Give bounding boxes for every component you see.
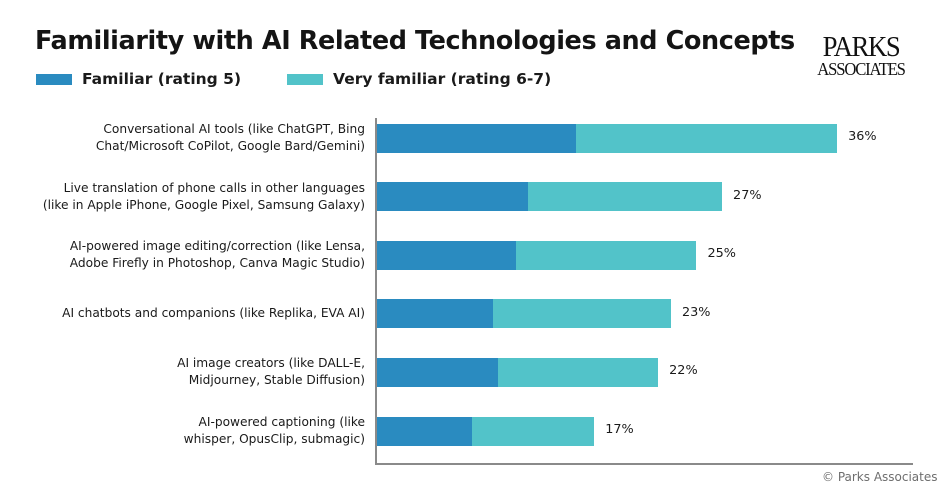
total-value-label: 36% <box>848 129 877 144</box>
bar-very-familiar-rating-6-7 <box>498 357 659 387</box>
category-label-line: Conversational AI tools (like ChatGPT, B… <box>103 122 365 136</box>
x-axis-line <box>375 463 913 465</box>
bar-familiar-rating-5 <box>377 299 494 329</box>
bar-familiar-rating-5 <box>377 357 499 387</box>
category-label-line: AI chatbots and companions (like Replika… <box>62 306 365 321</box>
legend-label-familiar: Familiar (rating 5) <box>82 70 242 88</box>
parks-associates-logo: PARKS ASSOCIATES <box>806 33 916 79</box>
category-label-line: Live translation of phone calls in other… <box>63 180 365 195</box>
bar-very-familiar-rating-6-7 <box>493 299 671 329</box>
logo-line-2: ASSOCIATES <box>817 59 906 79</box>
category-label-line: AI image creators (like DALL-E, <box>177 356 365 371</box>
legend: Familiar (rating 5) Very familiar (ratin… <box>36 70 597 88</box>
category-label-line: (like in Apple iPhone, Google Pixel, Sam… <box>42 197 365 212</box>
legend-item-very-familiar: Very familiar (rating 6-7) <box>287 70 551 88</box>
category-label-line: Adobe Firefly in Photoshop, Canva Magic … <box>69 256 365 271</box>
category-label: AI-powered image editing/correction (lik… <box>25 238 365 272</box>
category-label: Live translation of phone calls in other… <box>25 180 365 214</box>
legend-label-very-familiar: Very familiar (rating 6-7) <box>333 70 552 88</box>
total-value-label: 23% <box>681 304 711 320</box>
legend-swatch-very-familiar <box>287 73 324 85</box>
category-label: AI-powered captioning (like whisper, Opus… <box>25 414 365 448</box>
bar-familiar-rating-5 <box>377 416 472 446</box>
category-label-line: Midjourney, Stable Diffusion) <box>188 373 365 388</box>
total-value-label: 25% <box>707 246 736 262</box>
y-axis-line <box>375 118 377 465</box>
category-label: AI image creators (like DALL-E, Midjourne… <box>25 355 365 389</box>
total-value-label: 17% <box>605 422 634 437</box>
bar-familiar-rating-5 <box>377 240 517 270</box>
bar-familiar-rating-5 <box>377 123 577 153</box>
legend-item-familiar: Familiar (rating 5) <box>36 70 241 88</box>
category-label-line: Chat/Microsoft CoPilot, Google Bard/Gemi… <box>95 139 365 153</box>
bar-very-familiar-rating-6-7 <box>527 182 723 212</box>
chart-title: Familiarity with AI Related Technologies… <box>35 26 795 56</box>
category-label-line: AI-powered image editing/correction (lik… <box>69 239 365 254</box>
category-label-line: AI-powered captioning (like <box>198 415 365 429</box>
category-label-line: whisper, OpusClip, submagic) <box>183 432 365 446</box>
bar-very-familiar-rating-6-7 <box>471 416 595 446</box>
category-label: Conversational AI tools (like ChatGPT, B… <box>25 121 365 155</box>
copyright-notice: © Parks Associates <box>822 470 938 484</box>
total-value-label: 22% <box>669 363 698 379</box>
bar-familiar-rating-5 <box>377 182 528 212</box>
logo-line-1: PARKS <box>822 31 901 63</box>
legend-swatch-familiar <box>36 73 72 85</box>
bar-very-familiar-rating-6-7 <box>576 123 838 153</box>
total-value-label: 27% <box>733 187 762 203</box>
category-label: AI chatbots and companions (like Replika… <box>25 305 365 322</box>
bar-very-familiar-rating-6-7 <box>516 240 697 270</box>
